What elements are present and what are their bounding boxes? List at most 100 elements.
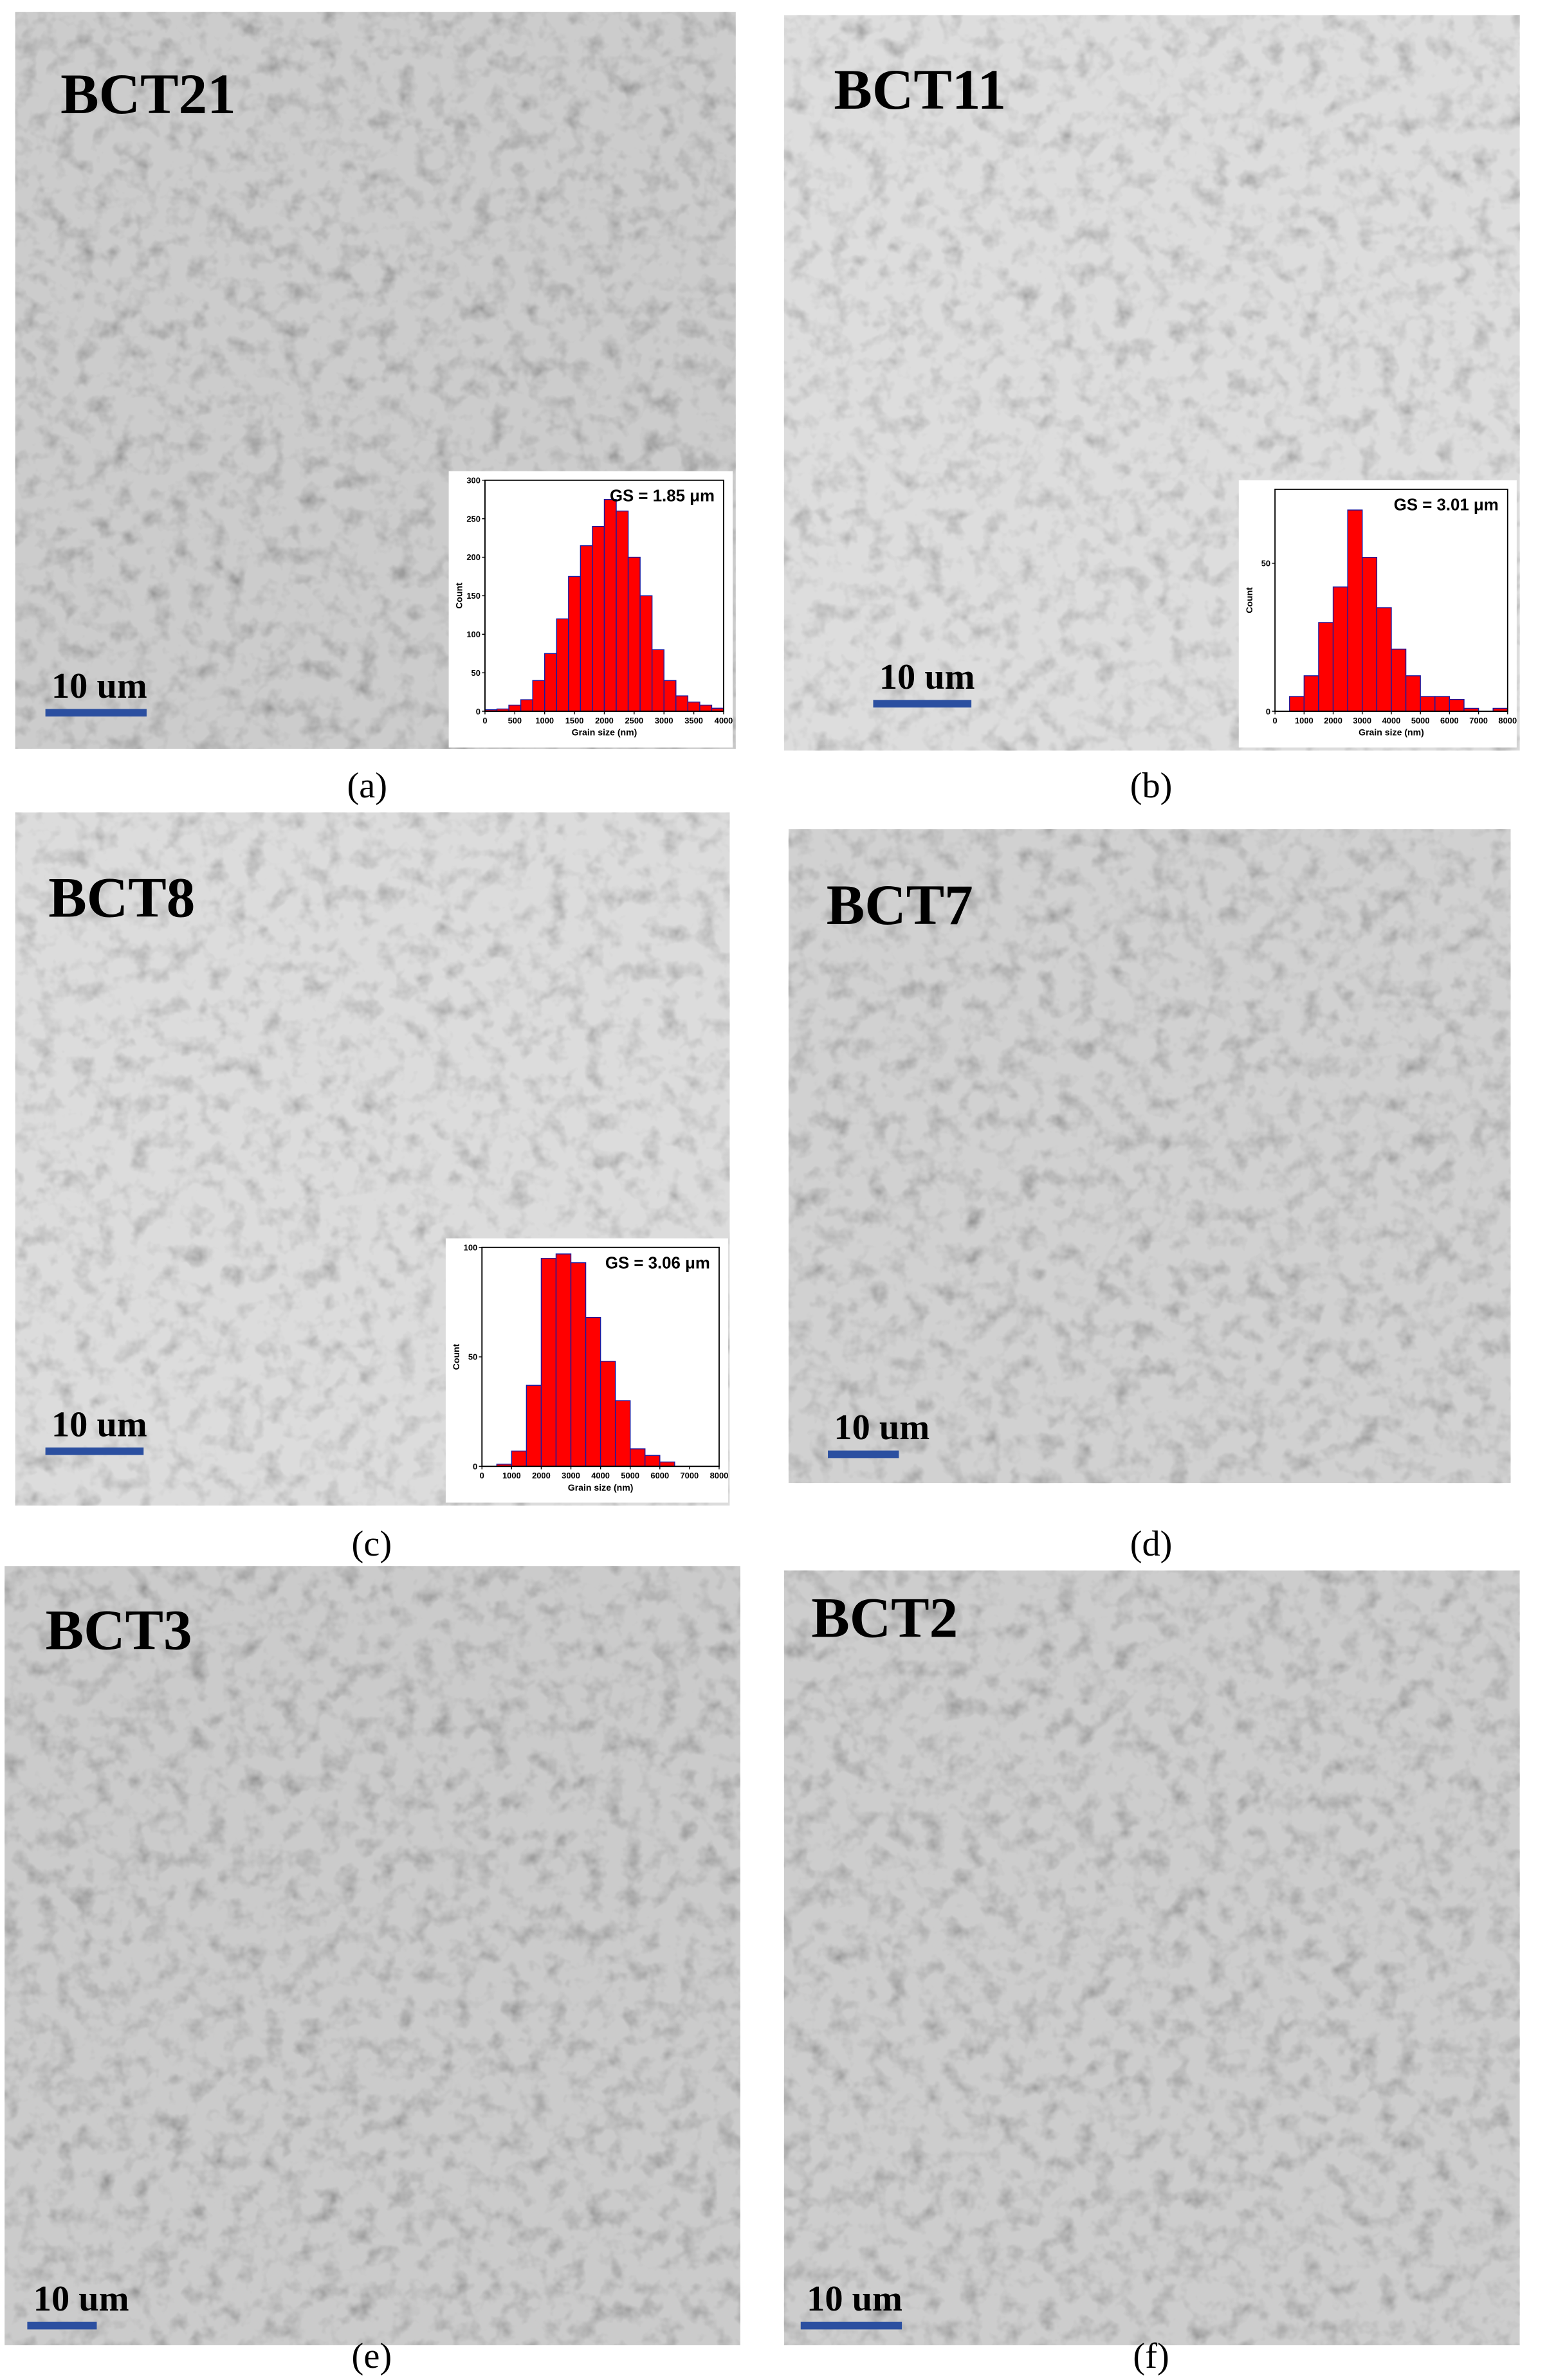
histogram-bar [659,1461,675,1467]
x-tick-label: 4000 [1382,716,1401,725]
x-tick-label: 1000 [1295,716,1314,725]
x-tick-label: 3500 [684,716,703,725]
inset-title: GS = 3.06 μm [605,1255,710,1273]
x-tick-label: 7000 [1469,716,1488,725]
panel-caption: (b) [1130,766,1173,806]
y-axis-label: Count [451,1343,461,1370]
x-tick-label: 1000 [535,716,554,725]
x-axis-label: Grain size (nm) [572,727,637,738]
histogram-bar [1434,696,1451,712]
panel-caption: (c) [352,1524,392,1564]
histogram-bar [603,499,617,712]
histogram-bar [520,699,533,712]
panel-caption: (e) [352,2336,392,2376]
x-tick-label: 7000 [681,1471,699,1480]
y-tick-label: 0 [473,1462,477,1471]
histogram-bar [570,1262,587,1467]
x-tick-label: 0 [482,716,487,725]
histogram-bar [616,510,629,712]
x-axis-label: Grain size (nm) [1359,727,1424,738]
histogram-bar [629,1448,646,1467]
histogram-bar [568,576,581,712]
x-tick-label: 1000 [502,1471,521,1480]
y-tick-label: 0 [476,707,481,716]
x-tick-label: 0 [1273,716,1277,725]
panel-caption: (f) [1133,2336,1169,2376]
inset-title: GS = 3.01 μm [1394,496,1499,514]
histogram-bar [555,1253,572,1467]
sample-label: BCT7 [827,873,973,937]
x-tick-label: 0 [480,1471,484,1480]
inset-title: GS = 1.85 μm [610,487,715,505]
histogram-bar [1405,675,1421,712]
histogram-bar [556,618,569,712]
y-tick-label: 0 [1266,707,1270,716]
histogram-bar [540,1258,557,1467]
scale-bar-label: 10 um [51,666,147,706]
histogram-bar [544,653,557,712]
y-axis-label: Count [454,583,464,609]
y-tick-label: 250 [466,514,481,523]
histogram-bar [1362,557,1378,712]
histogram-bar [627,556,641,712]
scale-bar-label: 10 um [834,1408,929,1448]
x-tick-label: 5000 [1411,716,1430,725]
histogram-bar [585,1316,601,1467]
sample-label: BCT3 [46,1598,192,1662]
histogram-bar [600,1361,616,1467]
histogram-bar [526,1385,542,1467]
x-tick-label: 3000 [1353,716,1371,725]
histogram-bar [508,704,522,712]
scale-bar-label: 10 um [807,2279,902,2319]
x-tick-label: 2000 [532,1471,551,1480]
y-tick-label: 50 [468,1352,477,1362]
histogram-bar [699,704,713,712]
sem-texture [5,1566,740,2345]
sample-label: BCT8 [48,866,195,929]
histogram-bar [614,1400,631,1467]
histogram-bar [592,525,605,712]
x-tick-label: 4000 [591,1471,610,1480]
sample-label: BCT2 [811,1586,958,1650]
y-tick-label: 150 [466,591,481,601]
panel-caption: (d) [1130,1524,1173,1564]
y-tick-label: 50 [471,668,481,678]
histogram-bar [1420,696,1436,712]
x-tick-label: 6000 [1440,716,1459,725]
histogram-bar [1289,696,1305,712]
x-tick-label: 6000 [650,1471,669,1480]
histogram-bar [580,545,593,712]
scale-bar-label: 10 um [51,1404,147,1444]
y-tick-label: 50 [1261,559,1270,568]
x-tick-label: 3000 [655,716,673,725]
histogram-bar [1376,607,1392,712]
x-tick-label: 2000 [595,716,614,725]
x-axis-label: Grain size (nm) [568,1482,634,1493]
x-tick-label: 5000 [621,1471,639,1480]
x-tick-label: 8000 [710,1471,729,1480]
x-tick-label: 2500 [625,716,644,725]
histogram-bar [1391,648,1407,712]
sem-texture [783,1570,1520,2345]
scale-bar-label: 10 um [879,657,975,697]
histogram-bar [645,1455,661,1467]
sample-label: BCT11 [834,58,1006,122]
sample-label: BCT21 [60,62,236,126]
y-tick-label: 100 [466,630,481,639]
x-tick-label: 2000 [1324,716,1342,725]
scale-bar-label: 10 um [33,2279,129,2319]
panel-caption: (a) [347,766,388,806]
histogram-bar [651,649,664,712]
histogram-bar [1449,698,1465,712]
histogram-bar [639,595,653,712]
histogram-bar [675,695,689,712]
histogram-bar [532,680,545,712]
y-tick-label: 300 [466,475,481,485]
histogram-bar [1347,509,1363,712]
histogram-bar [511,1450,527,1467]
y-axis-label: Count [1244,587,1254,613]
y-tick-label: 200 [466,552,481,562]
histogram-bar [1332,586,1348,712]
